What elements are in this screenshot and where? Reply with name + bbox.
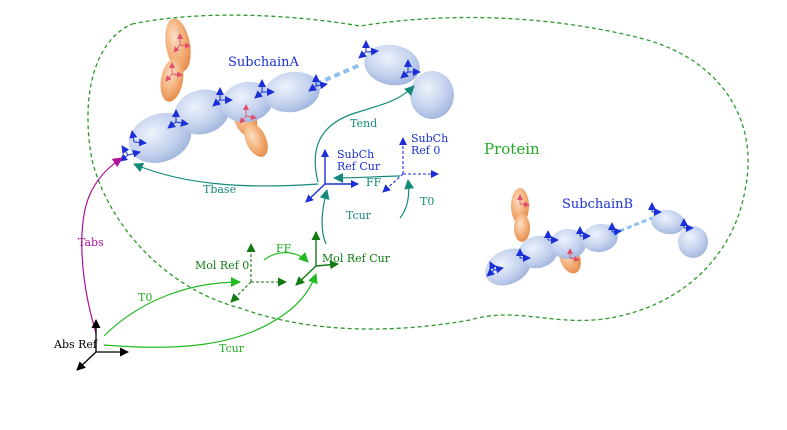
subchain-a-blob-6 [410,71,454,119]
frame-icon [648,202,662,216]
abs-ref-axes [76,319,129,371]
frame-icon [212,87,233,107]
t0-sub-arrow [399,179,415,219]
ff-mol-arrow [263,252,309,263]
subchain-b: SubchainB [485,188,708,286]
ff-sub-label: FF [366,176,382,189]
sidechain-a2 [160,58,184,102]
abs-ref-label: Abs Ref [53,338,98,351]
tend-arrow [314,85,415,183]
mol-ref-cur-label: Mol Ref Cur [322,252,391,265]
sidechain-frame-icon [239,104,257,124]
t0-abs-label: T0 [138,291,152,304]
subchain-b-blob-6 [678,226,708,258]
sidechain-frame-icon [517,194,530,208]
subch-ref0-axes [382,137,439,193]
frame-icon [129,130,147,147]
tend-label: Tend [350,117,377,130]
frame-icon [516,248,531,262]
protein-label: Protein [484,140,540,158]
frame-icon [608,222,622,236]
subchain-a: SubchainA [119,18,454,164]
subchain-b-label: SubchainB [562,197,633,212]
frame-icon [358,40,379,59]
subch-ref-cur-axes [305,149,359,203]
frame-icon [576,226,591,240]
tabs-label: Tabs [78,236,104,249]
t0-sub-label: T0 [420,195,434,208]
frame-icon [486,261,504,277]
frame-icon [254,79,275,99]
subch-ref-cur-label-1: SubCh [337,148,374,161]
subch-ref0-label-2: Ref 0 [411,144,440,157]
subchain-b-blob-4 [582,223,618,253]
tbase-arrow [133,162,319,187]
sidechain-frame-icon [165,62,183,82]
protein-outline [87,14,749,330]
subch-ref-cur-label-2: Ref Cur [337,160,381,173]
mol-ref0-axes [230,243,287,303]
frame-icon [400,59,421,79]
tbase-label: Tbase [203,183,236,196]
frame-icon [544,230,559,244]
tcur-sub-arrow [319,189,330,245]
tabs-arrow [81,157,123,334]
tcur-sub-label: Tcur [346,209,372,222]
tcur-abs-arrow [103,273,318,348]
ff-mol-label: FF [276,242,292,255]
frame-icon [680,218,694,232]
ff-sub-arrow [333,172,401,183]
subchain-a-gap-link [315,62,363,86]
t0-abs-arrow [103,277,241,337]
sidechain-a4 [244,123,268,157]
mol-ref0-label: Mol Ref 0 [195,259,249,272]
sidechain-frame-icon [173,33,191,53]
subchain-a-blob-4 [264,71,320,113]
mol-ref-cur-axes [295,231,339,286]
sidechain-b2 [514,214,530,242]
subchain-b-gap-link [611,216,653,236]
tcur-abs-label: Tcur [219,342,245,355]
subchain-a-label: SubchainA [228,55,300,70]
frame-icon [308,74,328,92]
frame-icon [167,109,189,129]
subch-ref0-label-1: SubCh [411,132,448,145]
subchain-b-blob-3 [550,229,586,259]
sidechain-frame-icon [567,248,580,262]
sidechain-a1 [165,18,191,72]
